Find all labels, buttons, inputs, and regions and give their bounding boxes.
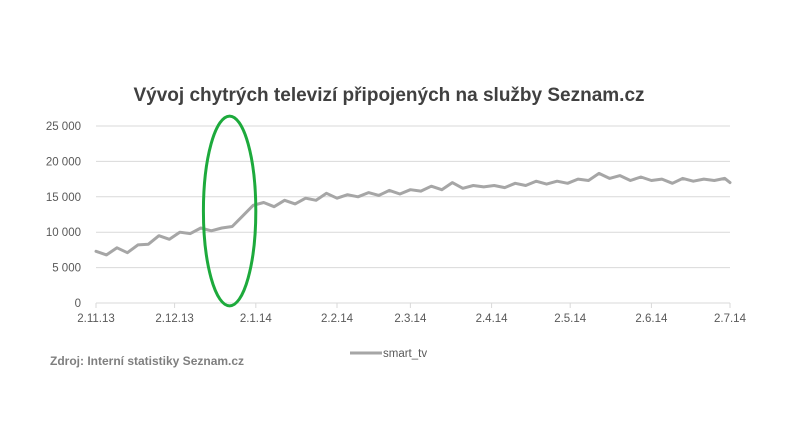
series-line-smart_tv: [94, 171, 732, 257]
x-tick-label: 2.11.13: [77, 313, 115, 325]
y-tick-label: 20 000: [46, 156, 81, 168]
legend: smart_tv: [350, 348, 427, 360]
source-note: Zdroj: Interní statistiky Seznam.cz: [50, 354, 244, 368]
legend-label: smart_tv: [383, 348, 427, 360]
y-tick-label: 0: [75, 298, 81, 310]
annotations: [201, 114, 258, 308]
x-tick-label: 2.7.14: [714, 313, 747, 325]
x-axis-tick-labels: 2.11.13 2.12.13 2.1.14 2.2.14 2.3.14 2.4.14 2.…: [77, 303, 747, 325]
y-tick-label: 5 000: [52, 263, 81, 275]
chart-title: Vývoj chytrých televizí připojených na s…: [133, 85, 644, 106]
y-tick-label: 25 000: [46, 121, 81, 133]
y-axis-tick-labels: 0 5 000 10 000 15 000 20 000 25 000: [46, 121, 81, 310]
x-tick-label: 2.2.14: [321, 313, 354, 325]
x-tick-label: 2.5.14: [554, 313, 587, 325]
series-group: [94, 171, 732, 257]
y-tick-label: 15 000: [46, 192, 81, 204]
highlight-ellipse: [201, 114, 258, 308]
x-tick-label: 2.3.14: [394, 313, 427, 325]
x-tick-label: 2.1.14: [240, 313, 273, 325]
x-tick-label: 2.4.14: [476, 313, 509, 325]
gridlines: [96, 125, 730, 269]
x-tick-label: 2.6.14: [635, 313, 668, 325]
y-tick-label: 10 000: [46, 227, 81, 239]
x-tick-label: 2.12.13: [155, 313, 193, 325]
